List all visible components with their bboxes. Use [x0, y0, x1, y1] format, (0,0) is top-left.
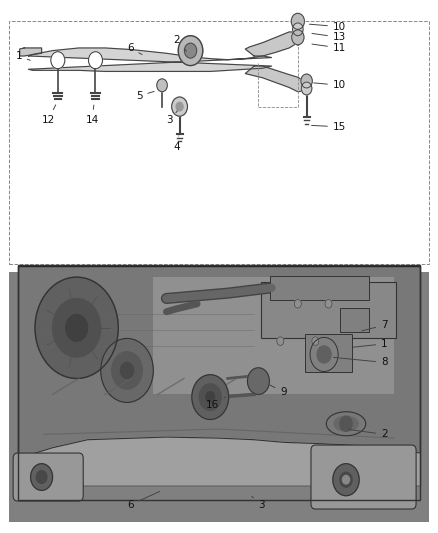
Circle shape: [101, 338, 153, 402]
Circle shape: [293, 23, 303, 36]
FancyBboxPatch shape: [305, 334, 352, 372]
Polygon shape: [245, 32, 298, 56]
Text: 11: 11: [312, 43, 346, 53]
Circle shape: [66, 314, 88, 341]
Polygon shape: [20, 48, 42, 56]
Circle shape: [294, 300, 301, 308]
Text: 1: 1: [353, 339, 388, 349]
Text: 5: 5: [136, 91, 154, 101]
Ellipse shape: [326, 411, 366, 436]
Circle shape: [120, 362, 134, 378]
Circle shape: [312, 337, 319, 345]
Bar: [18, 266, 420, 485]
Circle shape: [301, 74, 312, 88]
Circle shape: [333, 464, 359, 496]
Polygon shape: [245, 66, 307, 92]
FancyBboxPatch shape: [340, 308, 369, 332]
Circle shape: [343, 475, 350, 484]
Circle shape: [88, 52, 102, 69]
Bar: [9, 272, 429, 522]
Circle shape: [277, 337, 284, 345]
Circle shape: [178, 36, 203, 66]
Circle shape: [51, 52, 65, 69]
Polygon shape: [18, 437, 420, 485]
Text: 9: 9: [270, 385, 287, 397]
Circle shape: [176, 102, 183, 111]
Circle shape: [184, 43, 197, 58]
Circle shape: [301, 82, 312, 95]
FancyBboxPatch shape: [270, 276, 369, 300]
Text: 3: 3: [252, 496, 265, 510]
Text: 8: 8: [333, 358, 388, 367]
Circle shape: [340, 416, 352, 431]
Text: 7: 7: [362, 320, 388, 331]
Text: 15: 15: [311, 122, 346, 132]
Circle shape: [31, 464, 53, 490]
Text: 10: 10: [309, 22, 346, 31]
Circle shape: [35, 277, 118, 378]
Text: 2: 2: [349, 430, 388, 439]
Circle shape: [206, 392, 215, 402]
Bar: [9, 21, 429, 264]
Circle shape: [53, 298, 101, 357]
FancyBboxPatch shape: [261, 282, 396, 338]
Bar: [18, 265, 420, 500]
Text: 6: 6: [127, 491, 159, 510]
Circle shape: [112, 352, 142, 389]
Text: 13: 13: [312, 33, 346, 42]
FancyBboxPatch shape: [13, 453, 83, 501]
Ellipse shape: [334, 416, 358, 431]
Circle shape: [36, 471, 47, 483]
Circle shape: [317, 346, 331, 363]
Text: 2: 2: [173, 35, 187, 51]
Text: 1: 1: [15, 51, 30, 61]
Text: 14: 14: [85, 105, 99, 125]
Circle shape: [292, 30, 304, 45]
Text: 4: 4: [173, 136, 180, 151]
FancyBboxPatch shape: [311, 445, 416, 509]
Text: 10: 10: [314, 80, 346, 90]
Polygon shape: [28, 48, 272, 71]
Circle shape: [247, 368, 269, 394]
Circle shape: [340, 472, 352, 487]
Text: 6: 6: [127, 43, 142, 54]
Circle shape: [199, 384, 221, 410]
Circle shape: [172, 97, 187, 116]
Circle shape: [310, 337, 338, 372]
Circle shape: [192, 375, 229, 419]
Circle shape: [325, 300, 332, 308]
Text: 3: 3: [166, 111, 177, 125]
Circle shape: [157, 79, 167, 92]
Bar: [153, 277, 394, 394]
Text: 16: 16: [206, 397, 226, 410]
Text: 12: 12: [42, 105, 56, 125]
Circle shape: [291, 13, 304, 29]
